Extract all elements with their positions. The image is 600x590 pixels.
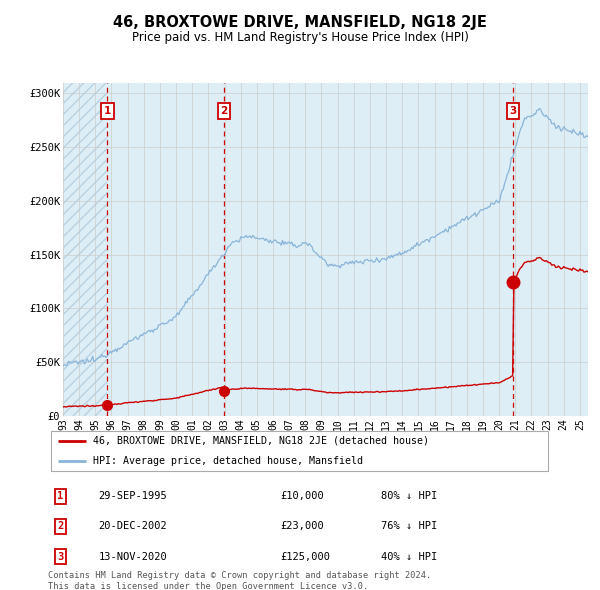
Text: £10,000: £10,000 [280,491,323,501]
Text: 80% ↓ HPI: 80% ↓ HPI [380,491,437,501]
Text: 1: 1 [104,106,111,116]
Text: £125,000: £125,000 [280,552,330,562]
Text: HPI: Average price, detached house, Mansfield: HPI: Average price, detached house, Mans… [94,456,364,466]
Text: 46, BROXTOWE DRIVE, MANSFIELD, NG18 2JE: 46, BROXTOWE DRIVE, MANSFIELD, NG18 2JE [113,15,487,30]
FancyBboxPatch shape [50,431,548,471]
Text: 3: 3 [58,552,64,562]
Text: Price paid vs. HM Land Registry's House Price Index (HPI): Price paid vs. HM Land Registry's House … [131,31,469,44]
Text: 29-SEP-1995: 29-SEP-1995 [98,491,167,501]
Bar [513,83,588,416]
Text: £23,000: £23,000 [280,522,323,532]
Text: 2: 2 [58,522,64,532]
Text: 76% ↓ HPI: 76% ↓ HPI [380,522,437,532]
Text: 46, BROXTOWE DRIVE, MANSFIELD, NG18 2JE (detached house): 46, BROXTOWE DRIVE, MANSFIELD, NG18 2JE … [94,436,430,446]
Bar [107,83,224,416]
Text: 1: 1 [58,491,64,501]
Bar [63,83,107,416]
Text: 3: 3 [509,106,517,116]
Text: 40% ↓ HPI: 40% ↓ HPI [380,552,437,562]
Bar [63,83,107,416]
Text: 13-NOV-2020: 13-NOV-2020 [98,552,167,562]
Text: 2: 2 [220,106,227,116]
Text: Contains HM Land Registry data © Crown copyright and database right 2024.
This d: Contains HM Land Registry data © Crown c… [48,571,431,590]
Bar [224,83,513,416]
Text: 20-DEC-2002: 20-DEC-2002 [98,522,167,532]
